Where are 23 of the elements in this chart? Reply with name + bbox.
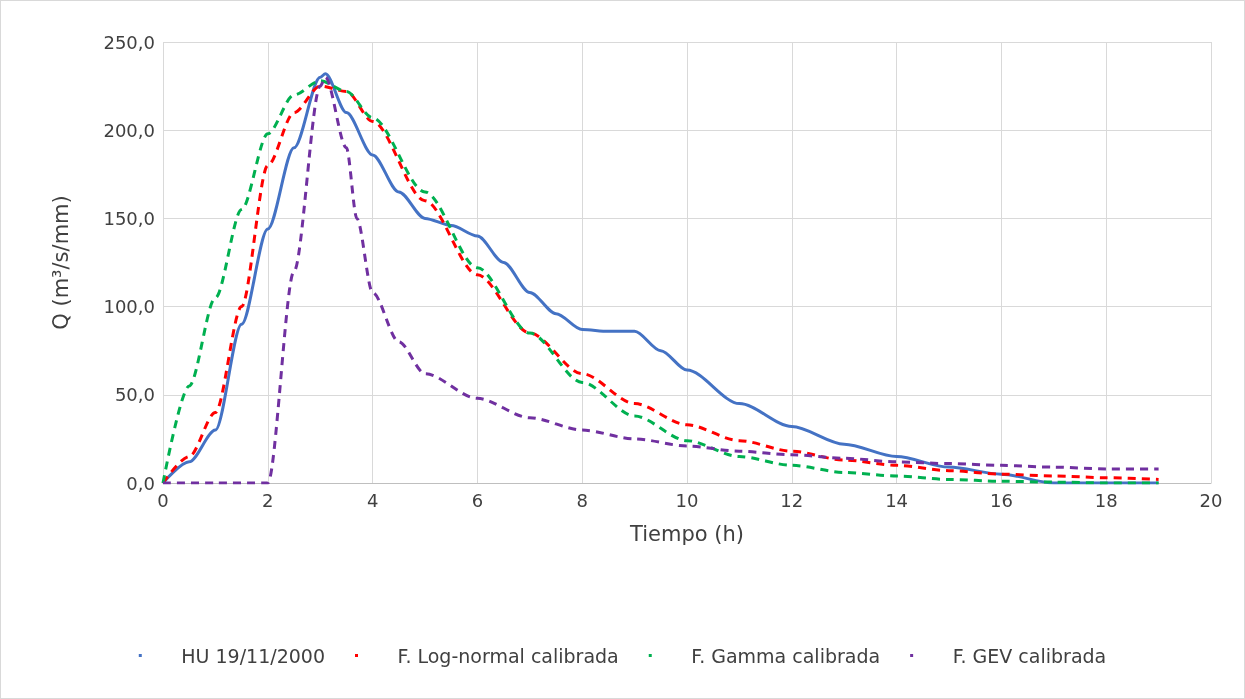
legend-label: F. GEV calibrada <box>952 644 1107 667</box>
legend-label: F. Gamma calibrada <box>691 644 881 667</box>
y-tick-label: 150,0 <box>103 207 155 229</box>
x-tick-label: 18 <box>1094 489 1118 511</box>
legend-label: F. Log-normal calibrada <box>397 644 619 667</box>
x-tick-label: 8 <box>576 489 588 511</box>
x-tick-label: 4 <box>366 489 379 511</box>
x-tick-label: 6 <box>471 489 484 511</box>
x-tick-label: 14 <box>885 489 909 511</box>
x-tick-label: 16 <box>989 489 1013 511</box>
y-tick-label: 250,0 <box>103 31 155 53</box>
y-tick-label: 0,0 <box>126 472 155 494</box>
legend-label: HU 19/11/2000 <box>181 644 326 667</box>
y-tick-label: 50,0 <box>114 384 155 406</box>
x-tick-label: 2 <box>262 489 274 511</box>
x-tick-label: 12 <box>780 489 804 511</box>
x-axis-title: Tiempo (h) <box>629 521 744 546</box>
y-axis-title: Q (m³/s/mm) <box>48 195 73 330</box>
x-tick-label: 10 <box>675 489 699 511</box>
x-tick-label: 0 <box>157 489 169 511</box>
y-tick-label: 100,0 <box>103 296 155 318</box>
x-tick-label: 20 <box>1199 489 1223 511</box>
y-tick-label: 200,0 <box>103 119 155 141</box>
